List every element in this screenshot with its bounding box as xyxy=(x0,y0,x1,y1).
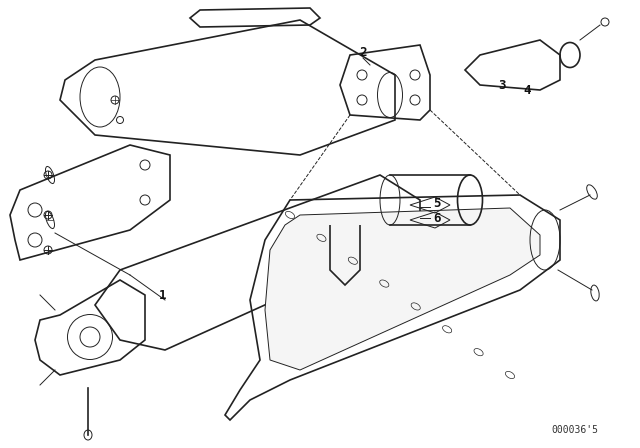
Text: 4: 4 xyxy=(524,83,531,96)
Polygon shape xyxy=(265,208,540,370)
Text: 000036'5: 000036'5 xyxy=(552,425,598,435)
Text: 6: 6 xyxy=(433,211,441,224)
Text: 3: 3 xyxy=(499,78,506,91)
Text: 5: 5 xyxy=(433,197,441,210)
Text: 2: 2 xyxy=(359,46,367,59)
Text: 1: 1 xyxy=(159,289,167,302)
